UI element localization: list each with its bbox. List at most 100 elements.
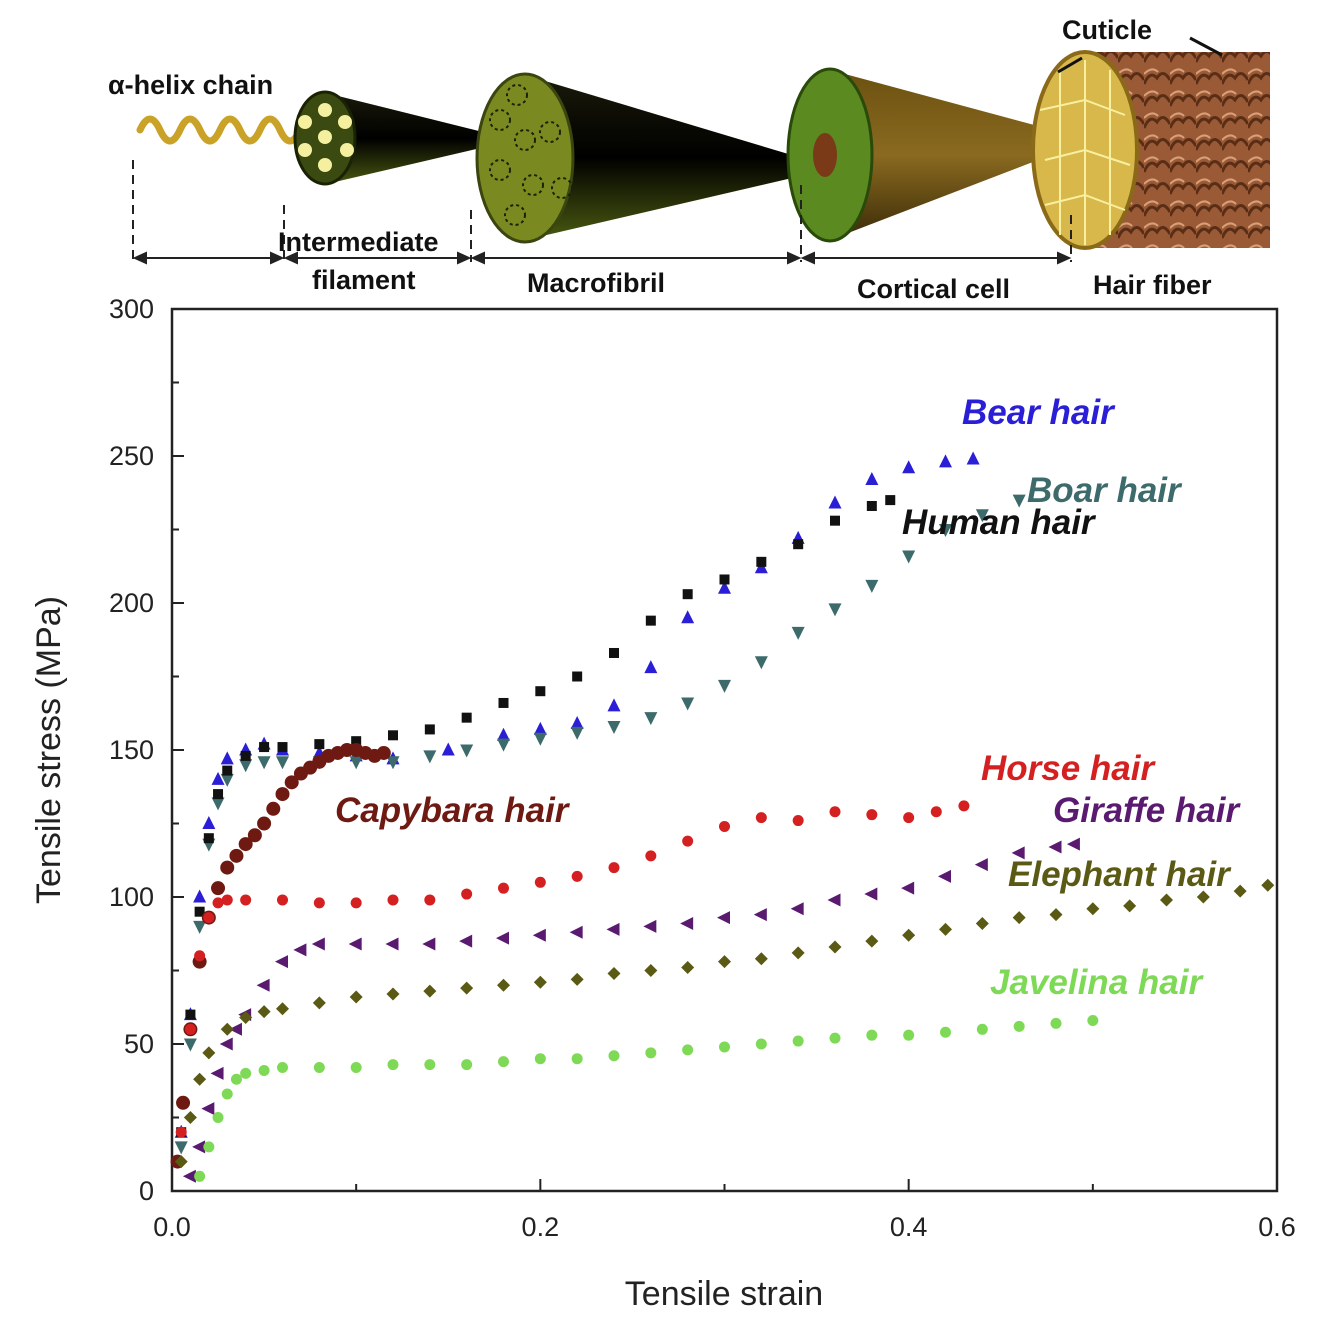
data-point-human xyxy=(572,671,583,682)
data-point-giraffe xyxy=(348,937,362,951)
data-point-elephant xyxy=(865,934,879,948)
data-point-human xyxy=(194,906,205,917)
y-tick-label: 250 xyxy=(109,441,154,471)
data-point-bear xyxy=(828,495,842,509)
data-point-human xyxy=(222,765,233,776)
data-point-horse xyxy=(498,882,509,894)
series-label-horse: Horse hair xyxy=(981,749,1156,788)
data-point-giraffe xyxy=(311,937,325,951)
series-giraffe xyxy=(182,837,1080,1183)
data-series xyxy=(170,451,1275,1183)
data-point-javelina xyxy=(866,1029,878,1041)
data-point-giraffe xyxy=(422,937,436,951)
data-point-giraffe xyxy=(228,1022,242,1036)
data-point-human xyxy=(793,539,804,550)
macrofibril-cone xyxy=(525,75,835,240)
data-point-elephant xyxy=(975,916,989,930)
data-point-human xyxy=(866,500,877,511)
data-point-giraffe xyxy=(293,943,307,957)
data-point-boar xyxy=(939,524,952,537)
x-tick-label: 0.0 xyxy=(153,1212,191,1242)
macrofibril-rings xyxy=(489,84,573,226)
data-point-giraffe xyxy=(532,928,546,942)
y-tick-label: 200 xyxy=(109,588,154,618)
data-point-elephant xyxy=(1233,884,1247,898)
data-point-giraffe xyxy=(459,934,473,948)
data-point-javelina xyxy=(230,1073,242,1085)
data-point-elephant xyxy=(257,1005,271,1019)
data-point-human xyxy=(461,712,472,723)
data-point-bear xyxy=(220,751,234,765)
data-point-elephant xyxy=(1123,899,1137,913)
data-point-human xyxy=(277,742,288,753)
cuticle-arrow-left xyxy=(1057,56,1083,74)
data-point-giraffe xyxy=(864,887,878,901)
data-point-elephant xyxy=(644,964,658,977)
data-point-elephant xyxy=(754,952,768,966)
data-point-boar xyxy=(460,744,474,758)
data-point-human xyxy=(213,789,224,800)
data-point-elephant xyxy=(570,972,584,986)
y-axis-title: Tensile stress (MPa) xyxy=(30,596,68,904)
series-label-giraffe: Giraffe hair xyxy=(1053,791,1241,830)
data-point-bear xyxy=(211,771,225,785)
data-point-bear xyxy=(193,889,207,903)
data-point-boar xyxy=(257,756,271,770)
data-point-elephant xyxy=(1086,902,1100,916)
data-point-boar xyxy=(865,579,879,593)
series-horse xyxy=(175,800,970,1138)
data-point-javelina xyxy=(221,1088,233,1100)
y-tick-label: 50 xyxy=(124,1029,154,1059)
data-point-capybara xyxy=(266,801,281,816)
data-point-horse xyxy=(184,1023,196,1035)
data-point-horse xyxy=(313,897,325,909)
data-point-human xyxy=(719,574,730,585)
data-point-giraffe xyxy=(901,881,915,895)
data-point-giraffe xyxy=(643,919,657,933)
data-point-boar xyxy=(220,773,234,787)
data-point-horse xyxy=(958,800,970,812)
data-point-javelina xyxy=(258,1064,270,1076)
data-point-giraffe xyxy=(827,893,841,907)
data-point-giraffe xyxy=(182,1169,196,1183)
data-point-javelina xyxy=(755,1038,767,1050)
axis-ticks xyxy=(171,308,1278,1192)
data-point-giraffe xyxy=(717,911,730,925)
data-point-horse xyxy=(571,870,583,882)
data-point-horse xyxy=(277,894,288,906)
data-point-boar xyxy=(276,756,289,770)
data-point-bear xyxy=(681,610,695,624)
label-filament: filament xyxy=(312,265,416,295)
data-point-javelina xyxy=(829,1032,841,1044)
data-point-javelina xyxy=(1050,1017,1062,1029)
data-point-elephant xyxy=(828,940,842,954)
data-point-boar xyxy=(681,697,695,711)
data-point-javelina xyxy=(903,1029,915,1041)
scale-arrows xyxy=(132,251,1072,265)
data-point-bear xyxy=(497,727,510,741)
label-hair-fiber: Hair fiber xyxy=(1093,270,1212,300)
label-cuticle: Cuticle xyxy=(1062,15,1152,45)
data-point-horse xyxy=(755,812,767,824)
data-point-elephant xyxy=(1196,890,1210,904)
label-intermediate: Intermediate xyxy=(278,227,439,257)
data-point-horse xyxy=(903,812,915,824)
data-point-horse xyxy=(534,876,546,888)
label-alpha-helix: α-helix chain xyxy=(108,70,273,100)
data-point-boar xyxy=(497,738,510,752)
data-point-javelina xyxy=(194,1170,206,1182)
data-point-boar xyxy=(239,759,253,773)
data-point-human xyxy=(609,647,619,658)
data-point-boar xyxy=(791,626,805,640)
filament-dots xyxy=(298,103,354,172)
data-point-javelina xyxy=(682,1044,694,1056)
data-point-boar xyxy=(754,656,768,670)
data-point-boar xyxy=(211,797,225,811)
data-point-javelina xyxy=(976,1023,988,1035)
data-point-horse xyxy=(682,835,694,847)
data-point-javelina xyxy=(608,1050,620,1062)
data-point-giraffe xyxy=(201,1102,215,1116)
data-point-human xyxy=(830,515,840,526)
data-point-javelina xyxy=(212,1112,224,1123)
data-point-javelina xyxy=(461,1059,473,1071)
